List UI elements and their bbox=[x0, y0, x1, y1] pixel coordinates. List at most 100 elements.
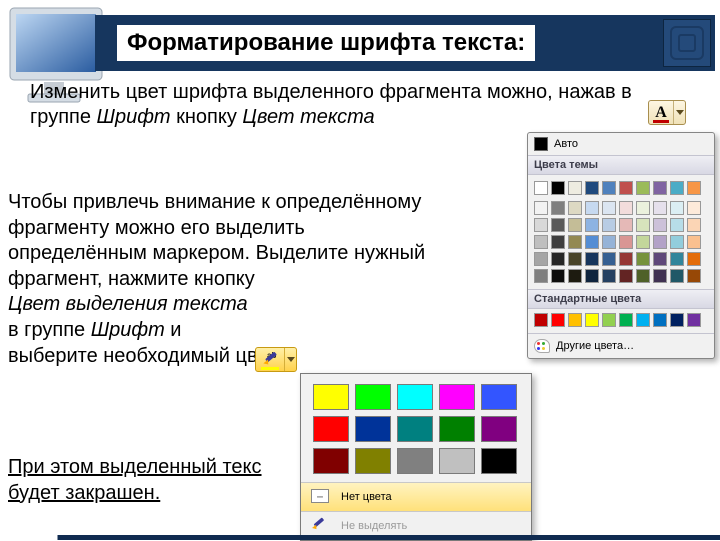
highlight-swatch[interactable] bbox=[313, 416, 349, 442]
color-swatch[interactable] bbox=[534, 235, 548, 249]
color-swatch[interactable] bbox=[670, 201, 684, 215]
color-swatch[interactable] bbox=[687, 235, 701, 249]
highlight-swatch[interactable] bbox=[481, 448, 517, 474]
color-swatch[interactable] bbox=[636, 269, 650, 283]
color-swatch[interactable] bbox=[636, 252, 650, 266]
color-swatch[interactable] bbox=[619, 218, 633, 232]
color-swatch[interactable] bbox=[551, 252, 565, 266]
color-swatch[interactable] bbox=[653, 181, 667, 195]
color-swatch[interactable] bbox=[619, 269, 633, 283]
color-swatch[interactable] bbox=[619, 181, 633, 195]
color-swatch[interactable] bbox=[653, 201, 667, 215]
color-swatch[interactable] bbox=[670, 181, 684, 195]
highlight-color-button[interactable]: ab bbox=[255, 347, 297, 372]
color-swatch[interactable] bbox=[670, 269, 684, 283]
color-swatch[interactable] bbox=[653, 313, 667, 327]
no-color-icon: – bbox=[311, 489, 331, 505]
color-swatch[interactable] bbox=[636, 201, 650, 215]
font-color-dropdown[interactable] bbox=[673, 101, 685, 124]
highlight-swatch[interactable] bbox=[481, 384, 517, 410]
para1-mid: кнопку bbox=[171, 106, 243, 128]
color-swatch[interactable] bbox=[670, 252, 684, 266]
color-swatch[interactable] bbox=[619, 201, 633, 215]
paragraph-3: При этом выделенный текс будет закрашен. bbox=[8, 455, 288, 506]
para2-group: Шрифт bbox=[91, 319, 165, 341]
color-swatch[interactable] bbox=[534, 269, 548, 283]
color-swatch[interactable] bbox=[568, 201, 582, 215]
highlight-swatch[interactable] bbox=[439, 384, 475, 410]
highlight-glyph: ab bbox=[256, 353, 284, 367]
color-swatch[interactable] bbox=[670, 235, 684, 249]
highlight-swatch[interactable] bbox=[397, 448, 433, 474]
color-swatch[interactable] bbox=[534, 313, 548, 327]
color-swatch[interactable] bbox=[687, 218, 701, 232]
color-swatch[interactable] bbox=[653, 269, 667, 283]
color-swatch[interactable] bbox=[619, 313, 633, 327]
highlight-swatch[interactable] bbox=[355, 416, 391, 442]
color-swatch[interactable] bbox=[551, 218, 565, 232]
color-swatch[interactable] bbox=[568, 235, 582, 249]
color-swatch[interactable] bbox=[534, 201, 548, 215]
highlight-swatch[interactable] bbox=[313, 448, 349, 474]
highlight-swatch[interactable] bbox=[355, 448, 391, 474]
color-swatch[interactable] bbox=[687, 269, 701, 283]
color-swatch[interactable] bbox=[602, 252, 616, 266]
highlight-swatch[interactable] bbox=[313, 384, 349, 410]
color-swatch[interactable] bbox=[636, 235, 650, 249]
color-swatch[interactable] bbox=[687, 201, 701, 215]
more-colors-row[interactable]: Другие цвета… bbox=[528, 333, 714, 358]
highlight-swatch[interactable] bbox=[481, 416, 517, 442]
color-swatch[interactable] bbox=[636, 181, 650, 195]
color-swatch[interactable] bbox=[687, 313, 701, 327]
color-swatch[interactable] bbox=[585, 252, 599, 266]
color-swatch[interactable] bbox=[568, 252, 582, 266]
color-swatch[interactable] bbox=[602, 313, 616, 327]
color-swatch[interactable] bbox=[602, 235, 616, 249]
color-swatch[interactable] bbox=[636, 313, 650, 327]
highlight-swatch[interactable] bbox=[397, 384, 433, 410]
color-swatch[interactable] bbox=[636, 218, 650, 232]
color-swatch[interactable] bbox=[653, 218, 667, 232]
color-swatch[interactable] bbox=[653, 235, 667, 249]
color-swatch[interactable] bbox=[551, 181, 565, 195]
color-swatch[interactable] bbox=[585, 181, 599, 195]
color-swatch[interactable] bbox=[568, 181, 582, 195]
highlight-swatch[interactable] bbox=[355, 384, 391, 410]
color-swatch[interactable] bbox=[551, 201, 565, 215]
color-swatch[interactable] bbox=[585, 269, 599, 283]
no-color-row[interactable]: – Нет цвета bbox=[301, 482, 531, 511]
font-color-button[interactable]: A bbox=[648, 100, 686, 125]
color-swatch[interactable] bbox=[568, 269, 582, 283]
highlight-grid bbox=[301, 374, 531, 482]
color-swatch[interactable] bbox=[619, 235, 633, 249]
color-swatch[interactable] bbox=[534, 181, 548, 195]
color-swatch[interactable] bbox=[568, 218, 582, 232]
color-swatch[interactable] bbox=[551, 313, 565, 327]
color-swatch[interactable] bbox=[534, 218, 548, 232]
color-swatch[interactable] bbox=[653, 252, 667, 266]
highlight-swatch[interactable] bbox=[439, 448, 475, 474]
color-swatch[interactable] bbox=[687, 181, 701, 195]
color-swatch[interactable] bbox=[568, 313, 582, 327]
color-swatch[interactable] bbox=[585, 201, 599, 215]
color-swatch[interactable] bbox=[602, 218, 616, 232]
color-swatch[interactable] bbox=[585, 313, 599, 327]
color-swatch[interactable] bbox=[619, 252, 633, 266]
color-swatch[interactable] bbox=[551, 235, 565, 249]
color-swatch[interactable] bbox=[602, 269, 616, 283]
auto-color-row[interactable]: Авто bbox=[528, 133, 714, 155]
highlight-swatch[interactable] bbox=[439, 416, 475, 442]
color-swatch[interactable] bbox=[602, 181, 616, 195]
highlight-dropdown[interactable] bbox=[284, 348, 296, 371]
color-swatch[interactable] bbox=[670, 313, 684, 327]
color-swatch[interactable] bbox=[670, 218, 684, 232]
bottom-accent bbox=[0, 535, 720, 540]
color-swatch[interactable] bbox=[602, 201, 616, 215]
color-swatch[interactable] bbox=[585, 235, 599, 249]
color-swatch[interactable] bbox=[585, 218, 599, 232]
color-swatch[interactable] bbox=[687, 252, 701, 266]
highlight-swatch[interactable] bbox=[397, 416, 433, 442]
para1-group: Шрифт bbox=[97, 106, 171, 128]
color-swatch[interactable] bbox=[551, 269, 565, 283]
color-swatch[interactable] bbox=[534, 252, 548, 266]
